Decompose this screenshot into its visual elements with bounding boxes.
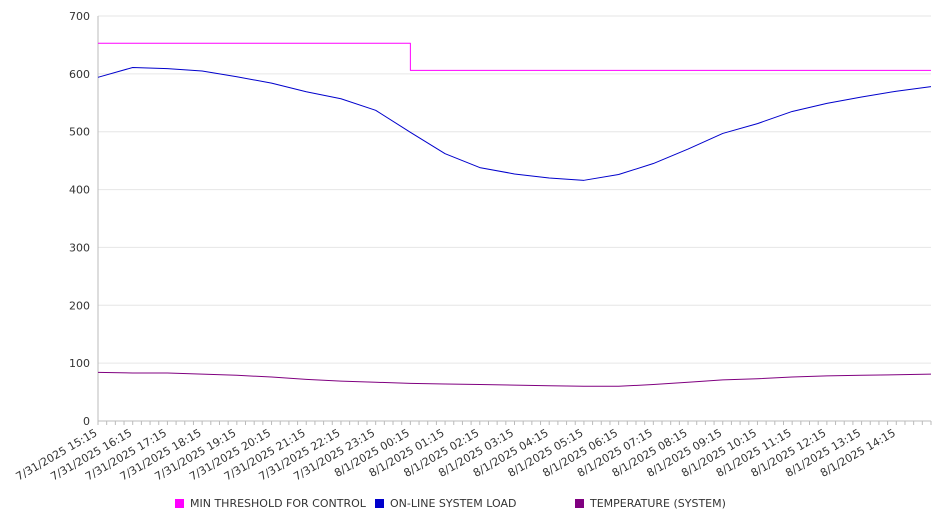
series-line-2 — [97, 371, 932, 387]
y-tick-label: 0 — [83, 415, 90, 428]
y-tick-label: 400 — [69, 184, 90, 197]
y-tick-label: 200 — [69, 299, 90, 312]
axes — [97, 16, 932, 425]
y-tick-label: 500 — [69, 126, 90, 139]
legend: MIN THRESHOLD FOR CONTROL ON-LINE SYSTEM… — [0, 497, 946, 515]
legend-swatch-temperature — [575, 499, 584, 508]
y-tick-label: 300 — [69, 241, 90, 254]
legend-item-temperature: TEMPERATURE (SYSTEM) — [575, 497, 726, 510]
x-tick-labels: 7/31/2025 15:157/31/2025 16:157/31/2025 … — [14, 426, 898, 483]
series-lines — [97, 42, 932, 387]
legend-label-temperature: TEMPERATURE (SYSTEM) — [590, 497, 726, 510]
legend-label-min-threshold: MIN THRESHOLD FOR CONTROL — [190, 497, 366, 510]
legend-label-system-load: ON-LINE SYSTEM LOAD — [390, 497, 517, 510]
series-line-0 — [98, 42, 931, 71]
legend-item-min-threshold: MIN THRESHOLD FOR CONTROL — [175, 497, 366, 510]
legend-item-system-load: ON-LINE SYSTEM LOAD — [375, 497, 516, 510]
y-tick-label: 100 — [69, 357, 90, 370]
grid-lines — [98, 15, 931, 364]
y-tick-labels: 0 100 200 300 400 500 600 700 — [69, 10, 90, 428]
legend-swatch-system-load — [375, 499, 384, 508]
y-tick-label: 700 — [69, 10, 90, 23]
y-tick-label: 600 — [69, 68, 90, 81]
series-line-1 — [97, 66, 932, 181]
legend-swatch-min-threshold — [175, 499, 184, 508]
